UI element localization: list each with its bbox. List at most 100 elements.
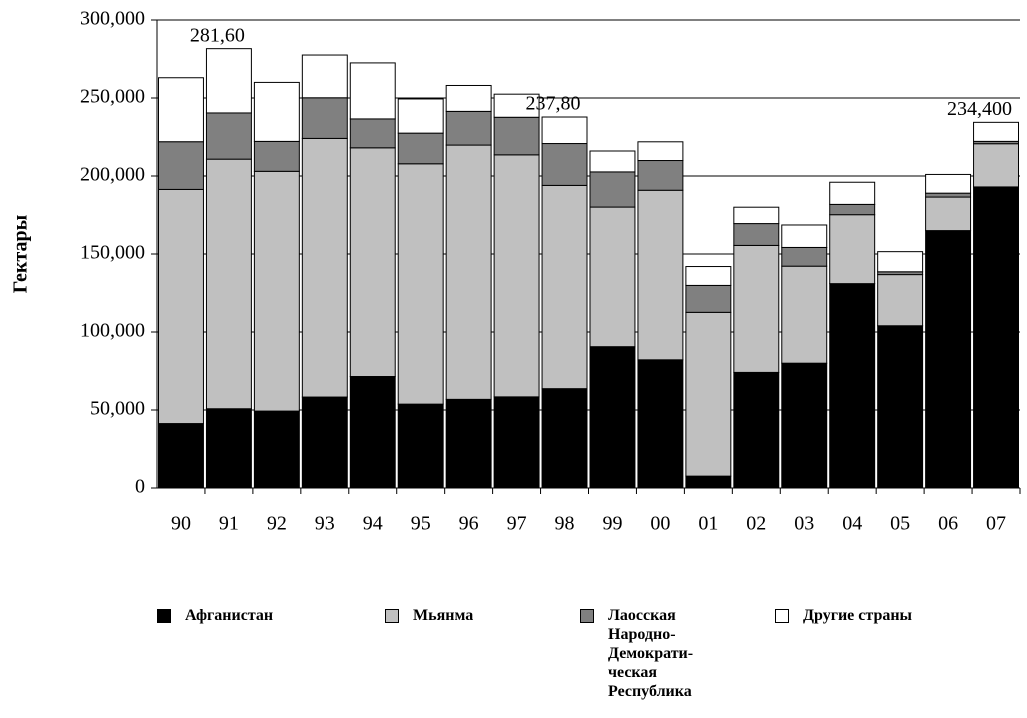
legend: Афганистан Мьянма Лаосская Народно-Демокра… <box>0 606 1027 716</box>
y-tick-label: 100,000 <box>80 320 145 342</box>
bar-segment <box>733 244 780 373</box>
bar-segment <box>301 97 348 139</box>
legend-label: Афганистан <box>185 607 274 624</box>
x-tick-label: 00 <box>650 513 670 535</box>
y-tick-label: 50,000 <box>90 398 145 420</box>
bar-segment <box>973 186 1019 489</box>
bar-segment <box>781 224 828 248</box>
bar-segment <box>445 398 492 489</box>
x-tick-label: 92 <box>267 513 287 535</box>
bar-segment <box>205 48 252 114</box>
bar-segment <box>541 143 588 186</box>
bar-segment <box>349 376 396 489</box>
x-tick-label: 90 <box>171 513 191 535</box>
x-tick-label: 02 <box>746 513 766 535</box>
bar-segment <box>493 93 540 118</box>
bar-segment <box>589 206 636 348</box>
bar-segment <box>158 141 204 190</box>
bar-segment <box>445 144 492 400</box>
bar-segment <box>445 84 492 112</box>
bar-segment <box>349 147 396 378</box>
bar-segment <box>781 246 828 267</box>
legend-item: Афганистан <box>157 606 385 625</box>
bar-segment <box>397 132 444 165</box>
chart: Гектары 0 50,000 100,000 150,000 200,000 250,… <box>10 8 1021 535</box>
y-tick-label: 300,000 <box>80 8 145 30</box>
bar-segment <box>925 230 972 489</box>
bar-segment <box>158 77 204 143</box>
bar-segment <box>397 163 444 405</box>
bar-segment <box>733 206 780 225</box>
bar-segment <box>925 173 972 194</box>
bar-segment <box>158 423 204 489</box>
bar-segment <box>253 140 300 172</box>
x-tick-label: 04 <box>842 513 862 535</box>
bar-segment <box>829 283 876 489</box>
annotation: 234,400 <box>947 98 1012 120</box>
bar-segment <box>397 403 444 489</box>
bar-segment <box>253 81 300 142</box>
bar-segment <box>349 62 396 120</box>
x-tick-label: 91 <box>219 513 239 535</box>
y-axis-title: Гектары <box>10 214 32 293</box>
legend-label: Другие страны <box>803 607 913 624</box>
bar-segment <box>973 121 1019 142</box>
bar-segment <box>589 346 636 489</box>
y-tick-label: 150,000 <box>80 242 145 264</box>
bar-segment <box>877 274 924 327</box>
x-tick-label: 97 <box>507 513 527 535</box>
x-tick-label: 98 <box>555 513 575 535</box>
bar-segment <box>925 196 972 232</box>
bar-segment <box>733 223 780 246</box>
bar-segment <box>541 184 588 390</box>
bar-segment <box>589 150 636 173</box>
bar-segment <box>205 112 252 160</box>
legend-label: Лаосская Народно-Демократи-ческая Респуб… <box>608 607 694 700</box>
bar-segment <box>205 408 252 489</box>
legend-swatch <box>580 609 594 623</box>
bar-segment <box>301 54 348 99</box>
x-tick-label: 96 <box>459 513 479 535</box>
bar-segment <box>733 371 780 489</box>
legend-swatch <box>157 609 171 623</box>
x-tick-label: 05 <box>890 513 910 535</box>
bar-segment <box>829 203 876 216</box>
x-tick-label: 03 <box>794 513 814 535</box>
bar-segment <box>493 154 540 398</box>
legend-swatch <box>385 609 399 623</box>
x-tick-label: 06 <box>938 513 958 535</box>
bar-segment <box>877 325 924 489</box>
bar-segment <box>253 410 300 489</box>
bar-segment <box>205 158 252 410</box>
bar-segment <box>637 189 684 361</box>
bar-segment <box>637 141 684 162</box>
bar-segment <box>253 170 300 412</box>
bar-segment <box>973 143 1019 188</box>
annotation: 281,60 <box>190 24 245 46</box>
x-tick-label: 01 <box>698 513 718 535</box>
bar-segment <box>493 396 540 489</box>
bar-segment <box>685 475 732 489</box>
y-tick-label: 250,000 <box>80 86 145 108</box>
bar-segment <box>637 359 684 489</box>
legend-label: Мьянма <box>413 607 474 624</box>
bar-segment <box>877 251 924 273</box>
bar-segment <box>445 110 492 146</box>
bar-segment <box>397 98 444 134</box>
bar-segment <box>301 396 348 489</box>
bar-segment <box>541 116 588 145</box>
x-tick-label: 94 <box>363 513 383 535</box>
x-tick-label: 07 <box>986 513 1006 535</box>
bar-segment <box>541 388 588 489</box>
legend-swatch <box>775 609 789 623</box>
bar-segment <box>781 265 828 364</box>
x-tick-label: 93 <box>315 513 335 535</box>
bar-segment <box>925 192 972 198</box>
bar-segment <box>685 266 732 286</box>
bar-segment <box>158 188 204 425</box>
y-tick-label: 200,000 <box>80 164 145 186</box>
y-tick-label: 0 <box>135 476 145 498</box>
bar-segment <box>589 171 636 208</box>
legend-item: Мьянма <box>385 606 593 625</box>
